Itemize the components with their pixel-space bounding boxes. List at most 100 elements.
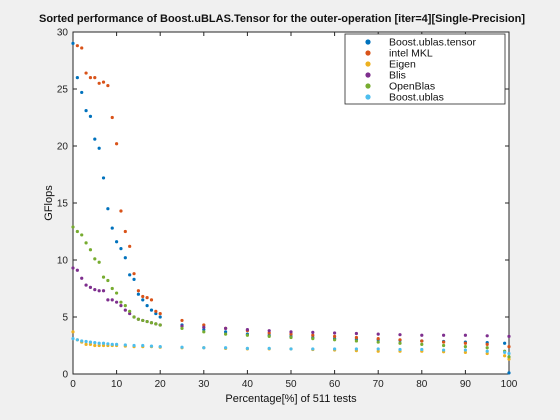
x-tick-label: 50: [285, 379, 297, 390]
data-point: [507, 345, 511, 349]
data-point: [376, 347, 380, 351]
data-point: [128, 309, 132, 313]
data-point: [354, 335, 358, 340]
data-point: [110, 342, 114, 346]
data-point: [485, 342, 489, 346]
data-point: [420, 333, 424, 337]
data-point: [158, 345, 162, 349]
data-point: [398, 347, 402, 352]
data-point: [110, 286, 114, 291]
data-point: [503, 341, 507, 345]
data-point: [149, 308, 154, 312]
legend-marker: [365, 94, 371, 100]
data-point: [289, 332, 293, 336]
data-point: [333, 334, 337, 338]
data-point: [123, 343, 127, 347]
data-point: [97, 341, 101, 345]
data-point: [141, 343, 145, 348]
data-point: [224, 330, 228, 334]
legend-marker: [365, 50, 371, 56]
data-point: [311, 337, 315, 341]
data-point: [463, 341, 467, 345]
data-point: [136, 292, 140, 296]
data-point: [463, 350, 467, 354]
data-point: [132, 343, 136, 348]
data-point: [158, 323, 162, 327]
data-point: [145, 296, 149, 300]
legend-marker: [365, 72, 371, 78]
x-tick-label: 0: [70, 379, 76, 390]
data-point: [71, 225, 75, 229]
data-point: [503, 350, 507, 354]
x-tick-label: 90: [460, 379, 472, 390]
data-point: [289, 335, 293, 340]
x-tick-label: 100: [501, 379, 518, 390]
data-point: [485, 351, 489, 356]
data-point: [376, 332, 380, 336]
data-point: [132, 315, 136, 319]
data-point: [93, 288, 97, 292]
data-point: [311, 347, 315, 351]
data-point: [289, 330, 293, 334]
legend-entry-label: Boost.ublas.tensor: [389, 37, 476, 49]
data-point: [333, 331, 337, 335]
data-point: [75, 338, 79, 342]
data-point: [75, 76, 79, 80]
data-point: [84, 241, 88, 245]
data-point: [97, 81, 101, 85]
y-tick-label: 30: [57, 28, 69, 39]
data-point: [376, 349, 380, 353]
data-point: [354, 347, 358, 351]
chart-title: Sorted performance of Boost.uBLAS.Tensor…: [39, 13, 525, 25]
data-point: [115, 142, 119, 146]
data-point: [141, 294, 145, 299]
series-5: [71, 337, 511, 356]
data-point: [71, 266, 75, 270]
data-point: [158, 315, 162, 319]
data-point: [80, 276, 84, 280]
data-point: [398, 333, 402, 337]
legend-entry-label: OpenBlas: [389, 81, 435, 93]
data-point: [88, 285, 93, 289]
y-tick-label: 15: [57, 199, 69, 210]
data-point: [128, 244, 132, 248]
data-point: [115, 342, 119, 346]
data-point: [154, 311, 158, 316]
data-point: [84, 342, 88, 346]
data-point: [106, 207, 110, 211]
data-point: [245, 327, 249, 332]
data-point: [119, 247, 123, 251]
data-point: [507, 355, 511, 359]
data-point: [128, 311, 132, 316]
data-point: [132, 277, 136, 281]
data-point: [93, 257, 97, 261]
data-point: [123, 308, 127, 312]
data-point: [101, 176, 106, 180]
data-point: [88, 76, 93, 80]
data-point: [101, 275, 106, 279]
data-point: [119, 209, 123, 213]
legend-entry-label: Blis: [389, 70, 406, 82]
data-point: [202, 325, 206, 329]
x-tick-label: 80: [416, 379, 428, 390]
data-point: [97, 146, 101, 150]
data-point: [463, 345, 467, 349]
data-point: [119, 304, 123, 308]
data-point: [101, 289, 106, 293]
data-point: [485, 349, 489, 353]
data-point: [115, 300, 119, 304]
data-point: [463, 333, 467, 337]
data-point: [485, 346, 489, 350]
data-point: [420, 339, 424, 343]
data-point: [141, 298, 145, 302]
data-point: [93, 76, 97, 80]
data-point: [88, 114, 93, 118]
data-point: [442, 348, 446, 352]
data-point: [202, 346, 206, 350]
data-point: [267, 329, 271, 333]
data-point: [507, 357, 511, 361]
y-tick-label: 20: [57, 142, 69, 153]
x-tick-label: 70: [373, 379, 385, 390]
